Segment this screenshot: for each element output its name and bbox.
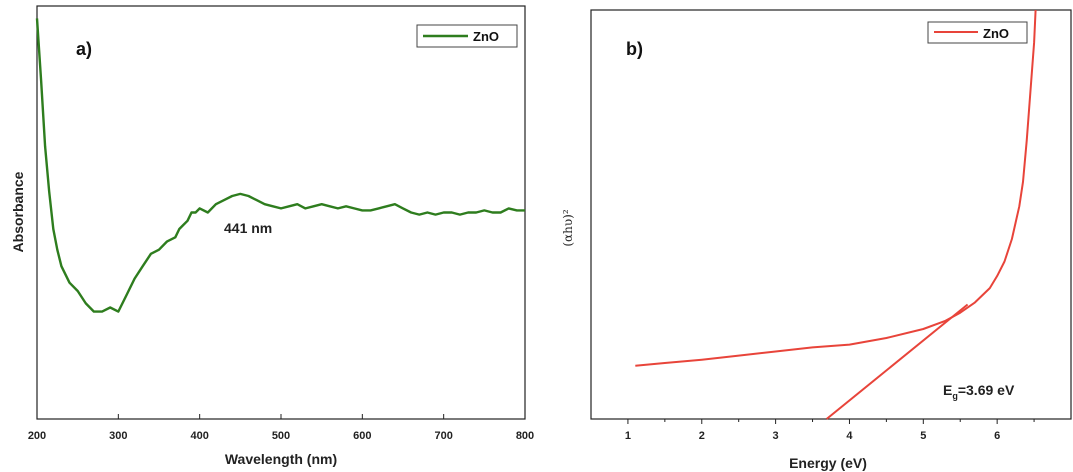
x-tick-label: 6 xyxy=(994,430,1000,442)
legend-label-a: ZnO xyxy=(473,29,499,44)
x-tick-label: 4 xyxy=(846,430,853,442)
x-axis-title-a: Wavelength (nm) xyxy=(225,451,337,467)
x-tick-label: 200 xyxy=(28,430,46,442)
plot-frame-b xyxy=(590,9,1072,420)
y-axis-title-b: (αhυ)² xyxy=(561,209,575,246)
series-line-zno-a xyxy=(35,18,525,313)
x-axis-title-b: Energy (eV) xyxy=(789,455,867,471)
x-axis-a: 200 300 400 500 600 700 800 xyxy=(28,414,534,442)
panel-a: 200 300 400 500 600 700 800 a) 441 nm ZnO Wave… xyxy=(10,5,534,467)
y-axis-title-a: Absorbance xyxy=(10,171,26,252)
legend-label-b: ZnO xyxy=(983,26,1009,41)
x-tick-label: 1 xyxy=(625,430,631,442)
legend-b: ZnO xyxy=(927,21,1028,44)
x-axis-b: 1 2 3 4 5 6 xyxy=(625,419,1035,442)
x-tick-label: 700 xyxy=(434,430,452,442)
x-tick-label: 600 xyxy=(353,430,371,442)
panel-b: 1 2 3 4 5 6 b) Eg=3.69 eV ZnO Energy (eV) (αh… xyxy=(561,9,1072,471)
x-tick-label: 300 xyxy=(109,430,127,442)
panel-label-a: a) xyxy=(76,39,92,59)
tangent-fit-line xyxy=(825,303,969,420)
x-tick-label: 5 xyxy=(920,430,926,442)
legend-a: ZnO xyxy=(416,24,518,48)
x-tick-label: 800 xyxy=(516,430,534,442)
peak-annotation: 441 nm xyxy=(224,220,272,236)
x-tick-label: 3 xyxy=(773,430,779,442)
panel-label-b: b) xyxy=(626,39,643,59)
x-tick-label: 2 xyxy=(699,430,705,442)
band-gap-annotation: Eg=3.69 eV xyxy=(943,382,1015,401)
x-tick-label: 500 xyxy=(272,430,290,442)
series-line-zno-b xyxy=(635,9,1037,367)
x-tick-label: 400 xyxy=(190,430,208,442)
